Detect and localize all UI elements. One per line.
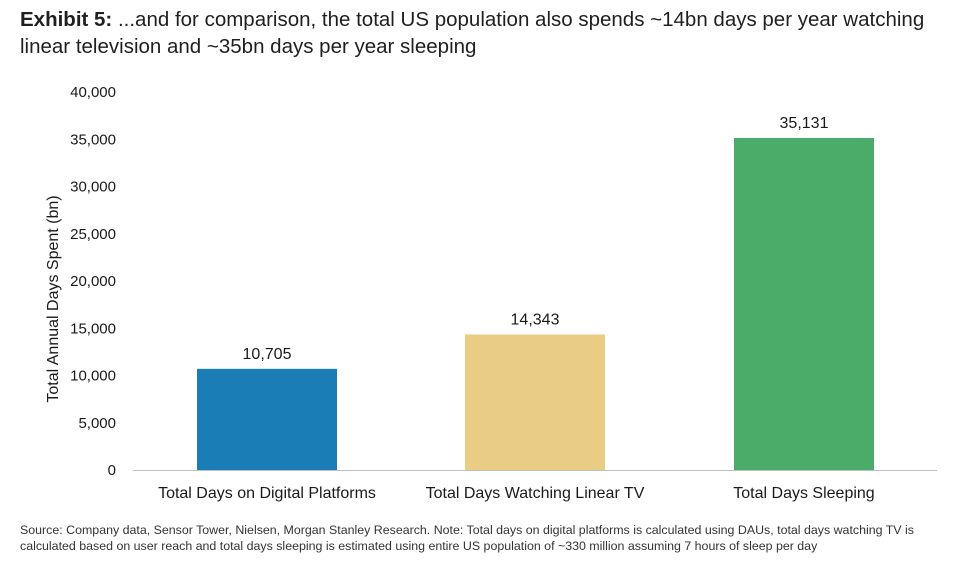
x-category-label: Total Days on Digital Platforms (158, 485, 376, 502)
bar-value-label: 35,131 (780, 115, 829, 132)
bar (734, 138, 874, 470)
y-tick-label: 40,000 (70, 84, 116, 101)
exhibit-title-text: ...and for comparison, the total US popu… (20, 8, 925, 58)
y-axis-title: Total Annual Days Spent (bn) (45, 195, 62, 402)
bar-chart: 0 5,000 10,000 15,000 20,000 25,000 30,000 35,0… (45, 84, 937, 502)
bar-value-label: 14,343 (511, 311, 560, 328)
y-tick-label: 20,000 (70, 273, 116, 290)
bar (465, 334, 605, 470)
y-tick-label: 15,000 (70, 320, 116, 337)
y-tick-label: 10,000 (70, 368, 116, 385)
x-category-label: Total Days Watching Linear TV (426, 485, 645, 502)
exhibit-title: Exhibit 5: ...and for comparison, the to… (20, 6, 950, 60)
y-tick-label: 35,000 (70, 131, 116, 148)
bar-value-label: 10,705 (243, 346, 292, 363)
y-tick-label: 25,000 (70, 226, 116, 243)
source-note: Source: Company data, Sensor Tower, Niel… (20, 523, 914, 553)
y-tick-label: 0 (108, 462, 116, 479)
y-tick-label: 30,000 (70, 179, 116, 196)
exhibit-label: Exhibit 5: (20, 8, 113, 31)
y-tick-label: 5,000 (78, 415, 116, 432)
bar (197, 368, 337, 470)
x-category-label: Total Days Sleeping (733, 485, 874, 502)
